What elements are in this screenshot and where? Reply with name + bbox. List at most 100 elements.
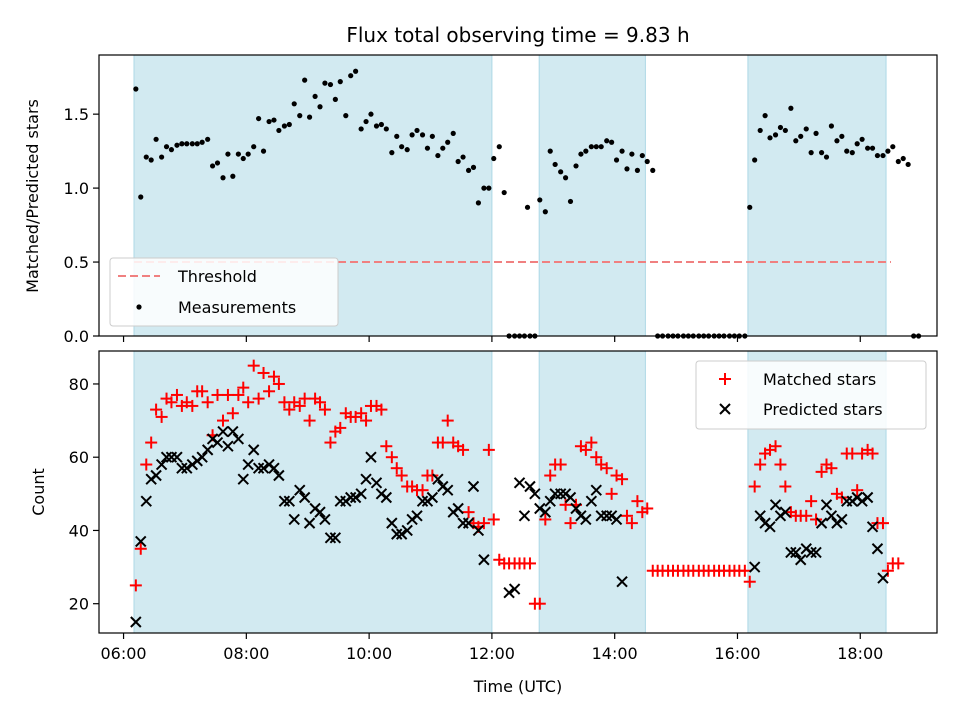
measurement-point-22	[245, 151, 251, 157]
measurement-point-97	[624, 166, 630, 172]
predicted-point-82	[570, 502, 582, 515]
x-tick-label-0: 06:00	[101, 644, 147, 663]
measurement-point-35	[312, 93, 318, 100]
matched-point-21	[237, 381, 250, 394]
matched-point-64	[457, 443, 470, 456]
predicted-point-16	[211, 436, 224, 449]
matched-point-81	[544, 469, 557, 482]
measurement-point-0	[133, 86, 139, 92]
predicted-point-55	[411, 510, 423, 522]
measurement-point-136	[823, 154, 830, 160]
matched-point-88	[579, 443, 592, 456]
matched-point-5	[155, 410, 168, 423]
predicted-point-61	[441, 484, 454, 496]
predicted-point-101	[795, 554, 807, 566]
matched-point-100	[641, 502, 654, 515]
predicted-point-84	[580, 513, 592, 526]
measurement-point-67	[475, 200, 482, 206]
plot-frame-0	[98, 54, 938, 337]
predicted-point-81	[564, 491, 577, 504]
predicted-point-79	[554, 488, 567, 500]
predicted-point-103	[805, 546, 817, 559]
chart-title: Flux total observing time = 9.83 h	[346, 23, 689, 47]
measurement-point-1	[138, 194, 144, 200]
matched-point-14	[201, 396, 214, 409]
predicted-point-53	[401, 524, 413, 537]
predicted-point-115	[866, 521, 879, 533]
matched-point-19	[226, 407, 239, 420]
measurement-point-92	[598, 144, 604, 150]
measurement-point-7	[168, 147, 175, 153]
predicted-point-58	[426, 491, 439, 504]
measurement-point-145	[869, 145, 876, 151]
measurement-point-124	[762, 113, 768, 119]
measurement-point-133	[808, 150, 814, 156]
measurement-point-21	[240, 155, 246, 162]
measurement-point-128	[782, 127, 788, 134]
y-tick-label-0-0: 0.0	[64, 327, 89, 346]
measurement-point-38	[327, 81, 334, 88]
matched-point-122	[754, 458, 767, 471]
matched-point-95	[616, 473, 629, 486]
matched-point-98	[631, 495, 644, 508]
measurement-point-52	[399, 144, 405, 150]
measurement-point-130	[793, 138, 799, 144]
measurement-point-51	[394, 133, 400, 139]
matched-point-48	[375, 403, 388, 416]
measurement-point-32	[297, 113, 303, 119]
matched-point-146	[876, 517, 889, 530]
measurement-point-127	[777, 124, 784, 131]
matched-point-1	[134, 542, 147, 555]
matched-point-84	[559, 498, 572, 511]
measurement-point-36	[317, 104, 323, 110]
measurement-point-2	[143, 154, 149, 160]
measurements-legend-swatch	[136, 304, 142, 310]
measurement-point-19	[230, 173, 236, 179]
measurement-point-48	[378, 121, 385, 128]
predicted-point-107	[825, 510, 838, 522]
measurement-point-33	[302, 77, 308, 83]
matched-point-92	[600, 462, 613, 475]
matched-point-7	[165, 396, 178, 409]
measurement-point-58	[429, 133, 435, 139]
measurement-point-31	[291, 101, 297, 107]
predicted-point-14	[201, 444, 214, 456]
predicted-point-117	[877, 572, 889, 584]
matched-point-17	[217, 414, 230, 427]
x-tick-label-1: 08:00	[223, 644, 269, 663]
y-tick-label-0-2: 1.0	[64, 179, 89, 198]
predicted-point-74	[529, 488, 541, 500]
matched-point-60	[436, 436, 449, 449]
measurement-point-4	[153, 136, 159, 142]
measurement-point-41	[343, 113, 349, 119]
predicted-point-105	[815, 517, 828, 529]
predicted-point-76	[539, 506, 552, 518]
x-tick-label-3: 12:00	[469, 644, 515, 663]
y-tick-label-0-3: 1.5	[64, 105, 89, 124]
y-tick-label-1-0: 20	[69, 595, 89, 614]
predicted-point-43	[349, 491, 362, 504]
observing-window-0-1	[538, 54, 646, 337]
measurement-point-57	[424, 145, 431, 151]
count-panel: 20 40 60 80 06:00 08:00 10:00 12:00 14:00 16:00 18…	[29, 350, 938, 663]
measurement-point-45	[363, 118, 369, 125]
matched-point-36	[314, 396, 327, 409]
y-tick-label-1-3: 80	[69, 375, 89, 394]
matched-point-149	[892, 557, 905, 570]
measurement-point-142	[854, 141, 860, 147]
measurement-point-44	[358, 126, 364, 132]
matched-point-119	[738, 564, 751, 577]
predicted-point-20	[232, 433, 245, 445]
measurement-point-86	[567, 198, 574, 205]
measurement-point-30	[286, 121, 292, 128]
predicted-point-99	[785, 546, 797, 559]
predicted-point-38	[324, 532, 337, 544]
matched-point-3	[145, 436, 158, 449]
measurement-point-137	[828, 123, 835, 129]
x-tick-label-6: 18:00	[837, 644, 883, 663]
observing-window-1-1	[538, 350, 646, 634]
predicted-legend-swatch	[719, 403, 731, 415]
measurement-point-132	[803, 126, 809, 132]
predicted-point-5	[155, 458, 168, 471]
predicted-point-32	[294, 484, 306, 496]
